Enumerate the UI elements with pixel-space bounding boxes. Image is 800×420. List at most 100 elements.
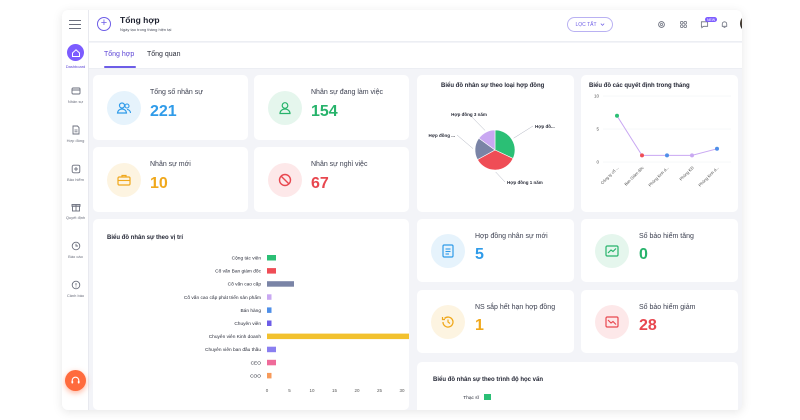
gift-icon: [71, 204, 80, 212]
stat-value: 1: [475, 317, 484, 334]
x-tick-label: 15: [332, 388, 338, 393]
pie-chart: Hợp đồ... Hợp đồng 1 năm Hợp đồng ... Hợp đ…: [429, 112, 555, 185]
x-tick-label: 25: [377, 388, 383, 393]
stat-card-total[interactable]: Tổng số nhân sự 221: [93, 75, 248, 140]
pie-label-line: [513, 125, 534, 139]
sidebar-item-quyet-dinh[interactable]: Quyết định: [62, 202, 89, 220]
settings-icon[interactable]: [657, 20, 666, 29]
education-chart-card: Biểu đồ nhân sự theo trình độ học vấn Th…: [417, 362, 738, 410]
stat-card-expiring[interactable]: NS sắp hết hạn hợp đồng 1: [417, 290, 574, 353]
sidebar-item-label: Dashboard: [65, 64, 86, 69]
sidebar-item-label: Hợp đồng: [66, 138, 85, 143]
bar: [267, 333, 409, 340]
document-icon: [72, 125, 79, 135]
data-point: [615, 113, 619, 118]
chart-title: Biểu đồ nhân sự theo trình độ học vấn: [433, 377, 544, 383]
filter-dropdown[interactable]: LỌC TẤT: [567, 17, 613, 32]
chart-title: Biểu đồ các quyết định trong tháng: [589, 83, 690, 89]
page-subtitle: Ngày tạo trong tháng hiện tại: [120, 27, 172, 32]
bar-category-label: Cộng tác viên: [232, 256, 262, 262]
tab-bar: Tổng hợp Tổng quan: [89, 43, 742, 69]
bar-category-label: CEO: [251, 360, 262, 366]
bar: [267, 346, 276, 353]
x-tick-label: Công ty cổ ...: [599, 165, 619, 185]
bar: [267, 255, 276, 261]
sidebar-item-hop-dong[interactable]: Hợp đồng: [62, 125, 89, 143]
sidebar-item-bao-hiem[interactable]: Bảo hiểm: [62, 164, 89, 182]
notification-badge: NEW: [705, 17, 718, 22]
trend-down-icon: [595, 305, 629, 339]
tab-tong-quan[interactable]: Tổng quan: [147, 51, 181, 58]
stat-label: Số bảo hiểm giảm: [639, 304, 696, 311]
x-tick-label: Ban Giám đốc: [623, 165, 644, 186]
header: + Tổng hợp Ngày tạo trong tháng hiện tại…: [89, 10, 742, 42]
stat-value: 221: [150, 103, 177, 120]
sidebar-item-label: Báo cáo: [68, 254, 83, 259]
pie-label-line: [468, 113, 486, 131]
add-button[interactable]: +: [97, 17, 111, 31]
chart-title: Biểu đồ nhân sự theo vị trí: [107, 235, 184, 241]
filter-dropdown-label: LỌC TẤT: [575, 21, 597, 28]
sidebar-item-label: Cảnh báo: [66, 293, 85, 298]
stat-value: 67: [311, 175, 329, 192]
stat-value: 5: [475, 246, 484, 263]
stat-card-new-contracts[interactable]: Hợp đồng nhân sự mới 5: [417, 219, 574, 282]
bar: [267, 268, 276, 274]
sidebar-item-nhan-su[interactable]: Nhân sự: [62, 86, 89, 104]
bar: [267, 372, 272, 379]
chat-support-button[interactable]: [65, 370, 86, 391]
sidebar-item-label: Nhân sự: [67, 99, 84, 104]
stat-card-working[interactable]: Nhân sự đang làm việc 154: [254, 75, 409, 140]
bar-category-label: Cố vấn Ban giám đốc: [215, 269, 261, 275]
y-tick-label: 10: [594, 94, 600, 99]
headset-icon: [71, 376, 80, 384]
bell-icon[interactable]: [720, 20, 729, 29]
chart-clock-icon: [71, 241, 80, 251]
stat-card-insurance-down[interactable]: Số bảo hiểm giảm 28: [581, 290, 738, 353]
stat-value: 0: [639, 246, 648, 263]
users-icon: [107, 91, 141, 125]
apps-grid-icon[interactable]: [679, 20, 688, 29]
menu-icon[interactable]: [69, 20, 81, 29]
document-list-icon: [431, 234, 465, 268]
user-icon: [268, 91, 302, 125]
chart-title: Biểu đồ nhân sự theo loại hợp đồng: [441, 83, 545, 89]
id-card-icon: [71, 87, 80, 95]
stat-card-new[interactable]: Nhân sự mới 10: [93, 147, 248, 212]
stat-label: Nhân sự nghỉ việc: [311, 161, 368, 168]
tab-tong-hop[interactable]: Tổng hợp: [104, 51, 135, 58]
warning-icon: [71, 280, 80, 290]
sidebar-item-dashboard[interactable]: Dashboard: [62, 44, 89, 69]
data-point: [715, 146, 719, 151]
bar-category-label: Cố vấn cao cấp phát triển sản phẩm: [184, 294, 261, 301]
pie-label: Hợp đồng 3 năm: [451, 112, 487, 117]
user-avatar[interactable]: [740, 15, 742, 32]
bar-category-label: Bán hàng: [240, 308, 261, 314]
bar-category-label: Cố vấn cao cấp: [228, 282, 262, 288]
education-bar-chart: Thạc sĩ: [463, 394, 491, 401]
pie-slice: [478, 129, 496, 151]
medical-plus-icon: [71, 164, 80, 174]
pie-label: Hợp đồng ...: [429, 133, 455, 138]
x-tick-label: 20: [354, 388, 360, 393]
page-title: Tổng hợp: [120, 15, 160, 25]
bar: [267, 294, 272, 300]
trend-up-icon: [595, 234, 629, 268]
stat-card-insurance-up[interactable]: Số bảo hiểm tăng 0: [581, 219, 738, 282]
stat-value: 28: [639, 317, 657, 334]
data-point: [690, 153, 694, 158]
stat-value: 154: [311, 103, 338, 120]
sidebar-item-canh-bao[interactable]: Cảnh báo: [62, 280, 89, 298]
pie-slice: [494, 129, 516, 159]
history-icon: [431, 305, 465, 339]
sidebar-item-bao-cao[interactable]: Báo cáo: [62, 241, 89, 259]
x-tick-label: Phòng kinh d...: [697, 165, 719, 187]
message-icon[interactable]: [700, 20, 709, 29]
app-window: Dashboard Nhân sự Hợp đồng Bảo hiểm Quyế…: [62, 10, 742, 410]
x-tick-label: 5: [288, 388, 291, 393]
stat-card-resigned[interactable]: Nhân sự nghỉ việc 67: [254, 147, 409, 212]
stat-label: Hợp đồng nhân sự mới: [475, 233, 548, 240]
bar: [267, 307, 272, 313]
bar-category-label: Chuyên viên Kinh doanh: [209, 334, 262, 340]
